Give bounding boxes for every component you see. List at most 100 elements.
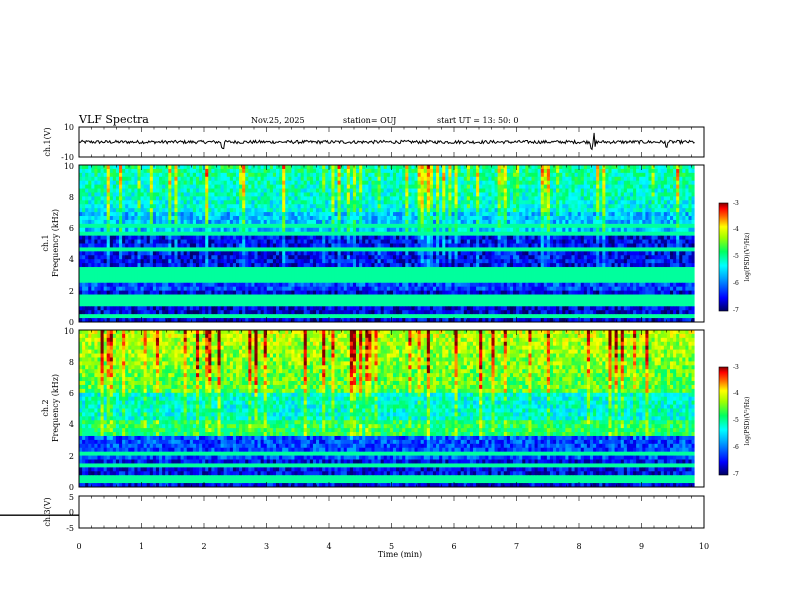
spectrogram-cell [497,204,502,209]
spectrogram-cell [383,208,388,213]
spectrogram-cell [365,184,369,189]
spectrogram-cell [374,255,378,260]
spectrogram-cell [368,223,372,229]
spectrogram-cell [359,204,363,209]
spectrogram-cell [79,231,83,237]
spectrogram-cell [140,196,145,201]
spectrogram-cell [371,172,375,178]
spectrogram-cell [414,172,418,178]
spectrogram-cell [85,172,89,178]
spectrogram-cell [599,235,603,240]
spectrogram-cell [331,172,335,178]
spectrogram-cell [568,180,572,186]
spectrogram-cell [543,204,548,209]
spectrogram-cell [639,184,643,189]
spectrogram-cell [251,165,255,170]
spectrogram-cell [559,216,563,221]
spectrogram-cell [611,208,615,213]
spectrogram-cell [639,243,643,248]
spectrogram-cell [285,200,289,205]
spectrogram-cell [460,216,465,221]
spectrogram-cell [383,235,388,240]
spectrogram-cell [168,235,172,240]
spectrogram-cell [392,251,397,256]
spectrogram-cell [685,227,689,233]
spectrogram-cell [473,180,477,186]
spectrogram-cell [429,192,434,197]
spectrogram-cell [503,180,508,186]
spectrogram-cell [509,165,514,170]
spectrogram-cell [165,188,169,193]
spectrogram-cell [356,259,360,264]
spectrogram-cell [482,239,486,244]
spectrogram-cell [337,172,342,178]
spectrogram-cell [688,239,692,244]
spectrogram-cell [611,212,615,217]
spectrogram-cell [272,239,277,244]
spectrogram-cell [285,192,289,197]
spectrogram-cell [546,204,551,209]
spectrogram-cell [396,176,400,182]
spectrogram-cell [534,255,539,260]
spectrogram-cell [562,176,566,182]
spectrogram-cell [346,180,351,186]
spectrogram-cell [540,168,545,174]
spectrogram-cell [309,212,314,217]
spectrogram-cell [482,172,486,178]
spectrogram-cell [556,168,560,174]
spectrogram-cell [420,219,425,225]
spectrogram-cell [583,223,588,229]
spectrogram-cell [106,172,111,178]
spectrogram-cell [623,243,628,248]
spectrogram-cell [469,247,474,252]
spectrogram-cell [651,176,656,182]
spectrogram-cell [485,259,489,264]
spectrogram-cell [189,172,194,178]
spectrogram-cell [266,247,271,252]
spectrogram-cell [294,212,298,217]
spectrogram-cell [377,227,382,233]
spectrogram-cell [199,216,203,221]
spectrogram-cell [392,243,397,248]
spectrogram-cell [589,180,594,186]
spectrogram-cell [648,168,652,174]
spectrogram-cell [402,200,406,205]
spectrogram-cell [149,165,154,170]
spectrogram-cell [109,196,114,201]
spectrogram-cell [473,259,477,264]
spectrogram-cell [168,239,172,244]
spectrogram-cell [522,168,526,174]
spectrogram-cell [380,219,385,225]
spectrogram-cell [589,231,594,237]
spectrogram-cell [685,204,689,209]
spectrogram-cell [565,239,569,244]
spectrogram-cell [168,219,172,225]
spectrogram-cell [654,247,659,252]
spectrogram-cell [642,255,646,260]
spectrogram-cell [103,235,108,240]
spectrogram-cell [288,196,292,201]
spectrogram-cell [636,223,640,229]
spectrogram-cell [402,219,406,225]
spectrogram-cell [109,223,114,229]
spectrogram-cell [226,219,231,225]
spectrogram-cell [217,239,221,244]
spectrogram-cell [562,188,566,193]
spectrogram-cell [269,243,274,248]
spectrogram-cell [534,180,539,186]
spectrogram-cell [599,192,603,197]
spectrogram-cell [140,168,145,174]
spectrogram-cell [294,196,298,201]
spectrogram-cell [254,168,258,174]
spectrogram-cell [88,200,92,205]
spectrogram-cell [439,208,443,213]
spectrogram-cell [254,184,258,189]
spectrogram-cell [420,196,425,201]
spectrogram-cell [466,235,471,240]
spectrogram-cell [636,204,640,209]
spectrogram-cell [685,196,689,201]
spectrogram-cell [186,212,191,217]
spectrogram-cell [629,168,634,174]
spectrogram-cell [79,247,83,252]
spectrogram-cell [94,231,98,237]
